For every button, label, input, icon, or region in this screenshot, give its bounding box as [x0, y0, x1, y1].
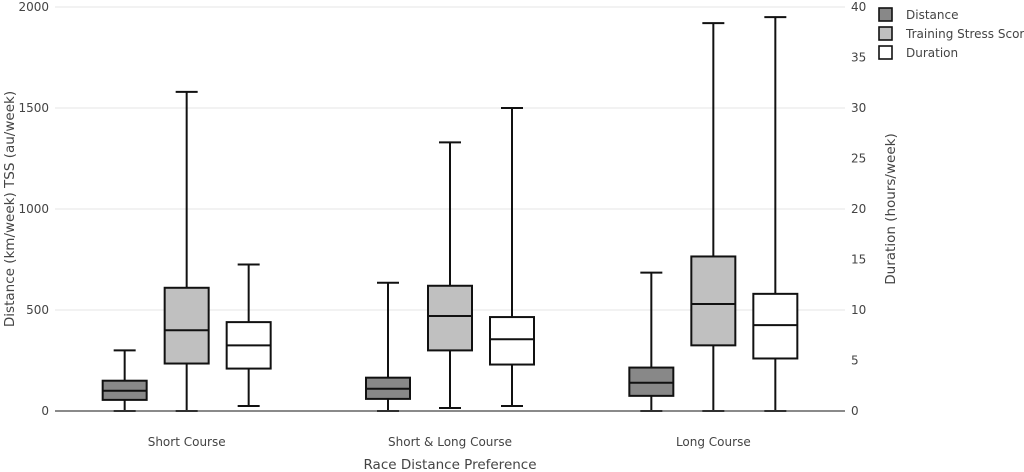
box-0-1 — [365, 281, 411, 412]
legend-swatch — [878, 7, 893, 22]
box-0-2 — [628, 271, 675, 412]
legend-swatch — [878, 26, 893, 41]
y-tick-label: 500 — [26, 303, 49, 317]
legend: Distance Training Stress Score Duration — [878, 7, 1024, 60]
box-plot-marks — [101, 16, 799, 412]
box-iqr — [489, 316, 535, 366]
y-tick-label: 1500 — [18, 101, 49, 115]
box-1-0 — [163, 90, 210, 412]
legend-swatch — [878, 45, 893, 60]
box-iqr — [427, 284, 473, 352]
y2-tick-label: 15 — [851, 253, 866, 267]
x-tick-label: Long Course — [676, 435, 751, 449]
y2-tick-label: 40 — [851, 0, 866, 14]
box-2-0 — [225, 263, 272, 407]
y-axis-title: Distance (km/week) TSS (au/week) — [2, 91, 18, 327]
box-0-0 — [101, 349, 148, 412]
legend-label: Training Stress Score — [905, 27, 1024, 41]
box-2-1 — [489, 107, 535, 407]
legend-label: Duration — [906, 46, 958, 60]
y2-tick-label: 35 — [851, 51, 866, 65]
y-tick-label: 2000 — [18, 0, 49, 14]
box-iqr — [163, 286, 210, 365]
legend-label: Distance — [906, 8, 958, 22]
x-tick-label: Short & Long Course — [388, 435, 512, 449]
x-axis-title: Race Distance Preference — [363, 457, 536, 472]
legend-item: Distance — [878, 7, 958, 22]
box-2-2 — [752, 16, 799, 412]
y2-tick-label: 5 — [851, 354, 859, 368]
box-iqr — [690, 255, 737, 347]
y2-tick-label: 25 — [851, 152, 866, 166]
y2-axis-title: Duration (hours/week) — [883, 133, 899, 284]
x-axis-ticks: Short Course Short & Long Course Long Cour… — [148, 435, 751, 449]
y2-tick-label: 0 — [851, 404, 859, 418]
box-iqr — [628, 366, 675, 397]
box-1-1 — [427, 141, 473, 409]
y-tick-label: 0 — [41, 404, 49, 418]
y2-axis-ticks: 0 5 10 15 20 25 30 35 40 — [851, 0, 866, 418]
x-tick-label: Short Course — [148, 435, 226, 449]
y2-tick-label: 20 — [851, 202, 866, 216]
box-iqr — [752, 292, 799, 360]
y-tick-label: 1000 — [18, 202, 49, 216]
legend-item: Training Stress Score — [878, 26, 1024, 41]
y2-tick-label: 30 — [851, 101, 866, 115]
box-1-2 — [690, 22, 737, 412]
legend-item: Duration — [878, 45, 958, 60]
y-axis-ticks: 0 500 1000 1500 2000 — [18, 0, 49, 418]
y2-tick-label: 10 — [851, 303, 866, 317]
